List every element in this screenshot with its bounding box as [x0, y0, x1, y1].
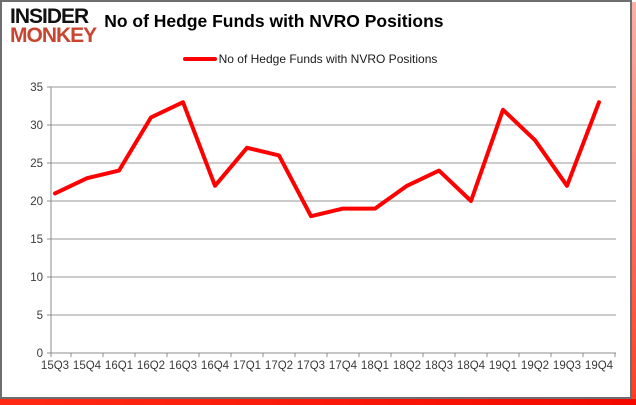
svg-text:18Q4: 18Q4 — [457, 360, 486, 372]
legend-label: No of Hedge Funds with NVRO Positions — [218, 52, 438, 66]
logo-line-insider: INSIDER — [10, 5, 89, 28]
svg-text:18Q3: 18Q3 — [425, 360, 453, 372]
svg-text:17Q2: 17Q2 — [265, 360, 293, 372]
svg-text:10: 10 — [30, 272, 43, 284]
svg-text:17Q4: 17Q4 — [329, 360, 358, 372]
insider-monkey-logo: INSIDER MONKEY — [10, 5, 97, 48]
svg-text:19Q3: 19Q3 — [553, 360, 581, 372]
svg-text:15Q3: 15Q3 — [41, 360, 69, 372]
red-shadow-right — [632, 2, 636, 405]
logo-line-monkey: MONKEY — [10, 24, 97, 48]
svg-text:16Q4: 16Q4 — [201, 360, 230, 372]
legend-line-swatch — [182, 56, 217, 62]
svg-text:19Q4: 19Q4 — [585, 360, 614, 372]
svg-text:17Q1: 17Q1 — [233, 360, 261, 372]
svg-text:20: 20 — [30, 196, 43, 208]
svg-text:18Q1: 18Q1 — [361, 360, 389, 372]
svg-text:5: 5 — [37, 310, 43, 322]
svg-text:15Q4: 15Q4 — [73, 360, 102, 372]
red-shadow-bottom — [0, 399, 636, 405]
svg-text:16Q1: 16Q1 — [105, 360, 133, 372]
svg-text:35: 35 — [30, 82, 43, 94]
svg-text:16Q2: 16Q2 — [137, 360, 165, 372]
header: INSIDER MONKEY No of Hedge Funds with NV… — [10, 5, 444, 48]
chart-title: No of Hedge Funds with NVRO Positions — [104, 11, 444, 31]
svg-text:0: 0 — [37, 348, 43, 360]
svg-text:18Q2: 18Q2 — [393, 360, 421, 372]
svg-text:16Q3: 16Q3 — [169, 360, 197, 372]
svg-text:17Q3: 17Q3 — [297, 360, 325, 372]
svg-text:15: 15 — [30, 234, 43, 246]
svg-text:19Q2: 19Q2 — [521, 360, 549, 372]
legend: No of Hedge Funds with NVRO Positions — [0, 52, 620, 66]
svg-text:30: 30 — [30, 120, 43, 132]
svg-text:25: 25 — [30, 158, 43, 170]
svg-text:19Q1: 19Q1 — [489, 360, 517, 372]
